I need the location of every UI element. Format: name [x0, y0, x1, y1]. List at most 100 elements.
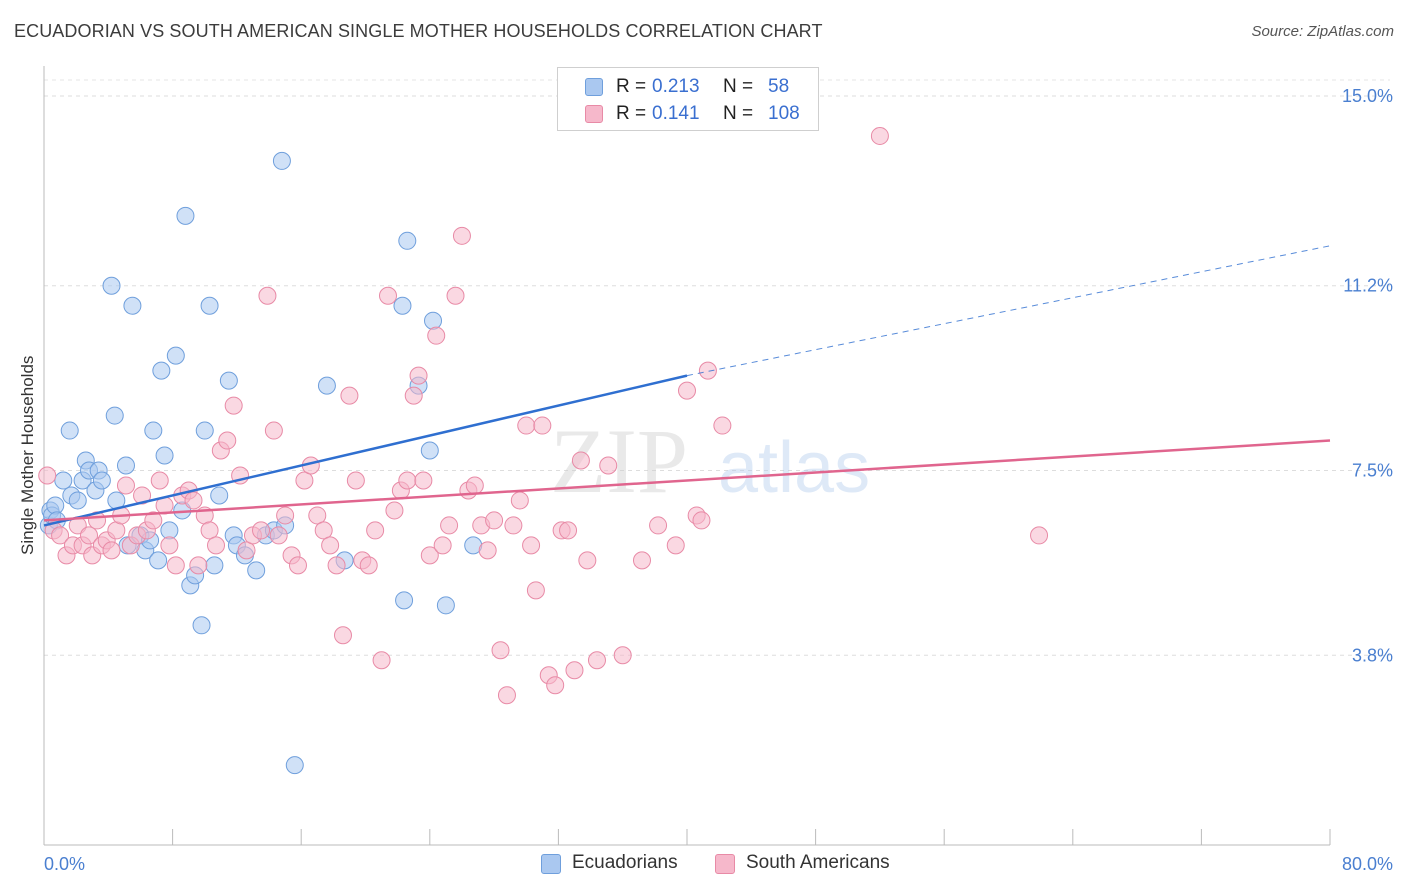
data-point: [393, 296, 412, 315]
watermark-zip: ZIP: [550, 410, 688, 512]
bottom-legend-label: Ecuadorians: [572, 852, 678, 873]
data-point: [314, 521, 333, 540]
data-point: [398, 471, 417, 490]
legend-swatch-ecuadorians: [585, 78, 603, 96]
data-point: [571, 451, 590, 470]
data-point: [102, 541, 121, 560]
data-point: [46, 496, 65, 515]
data-point: [123, 296, 142, 315]
data-point: [522, 536, 541, 555]
legend-row-ecuadorians: R = 0.213 N = 58: [558, 76, 818, 102]
series-south-americans: [38, 126, 1049, 705]
data-point: [116, 456, 135, 475]
data-point: [713, 416, 732, 435]
data-point: [533, 416, 552, 435]
data-point: [184, 491, 203, 510]
data-point: [546, 676, 565, 695]
data-point: [166, 556, 185, 575]
data-point: [649, 516, 668, 535]
data-point: [366, 521, 385, 540]
data-point: [317, 376, 336, 395]
data-point: [395, 591, 414, 610]
y-axis-label: Single Mother Households: [18, 355, 37, 555]
data-point: [149, 551, 168, 570]
data-point: [155, 446, 174, 465]
data-point: [218, 431, 237, 450]
y-tick-label: 3.8%: [1352, 645, 1393, 665]
data-point: [102, 276, 121, 295]
data-point: [68, 491, 87, 510]
data-point: [465, 476, 484, 495]
data-point: [433, 536, 452, 555]
legend-row-south-americans: R = 0.141 N = 108: [558, 103, 818, 129]
data-point: [404, 386, 423, 405]
x-tick-label: 80.0%: [1342, 854, 1393, 874]
y-tick-label: 7.5%: [1352, 461, 1393, 481]
legend-r-value: 0.141: [652, 103, 700, 124]
data-point: [285, 756, 304, 775]
data-point: [379, 286, 398, 305]
data-point: [385, 501, 404, 520]
watermark: ZIP atlas: [550, 410, 870, 512]
legend-swatch-south-americans: [585, 105, 603, 123]
data-point: [440, 516, 459, 535]
data-point: [398, 231, 417, 250]
data-point: [414, 471, 433, 490]
data-point: [420, 546, 439, 565]
data-point: [166, 346, 185, 365]
data-point: [340, 386, 359, 405]
trend-line-extension: [686, 245, 1331, 377]
data-point: [346, 471, 365, 490]
data-point: [333, 626, 352, 645]
data-point: [565, 661, 584, 680]
data-point: [264, 421, 283, 440]
data-point: [133, 486, 152, 505]
data-point: [295, 471, 314, 490]
data-point: [150, 471, 169, 490]
trend-lines: [43, 245, 1331, 527]
legend-n-value: 108: [768, 103, 800, 124]
data-point: [517, 416, 536, 435]
data-point: [409, 366, 428, 385]
data-point: [210, 486, 229, 505]
data-point: [427, 326, 446, 345]
data-point: [559, 521, 578, 540]
trend-line: [43, 374, 688, 527]
data-point: [200, 521, 219, 540]
data-point: [207, 536, 226, 555]
data-point: [205, 556, 224, 575]
data-point: [692, 511, 711, 530]
data-point: [485, 511, 504, 530]
data-point: [258, 286, 277, 305]
data-point: [420, 441, 439, 460]
data-point: [678, 381, 696, 400]
data-point: [698, 361, 717, 380]
data-point: [666, 536, 685, 555]
y-tick-label: 15.0%: [1342, 86, 1393, 106]
data-point: [237, 541, 256, 560]
trend-line: [43, 439, 1331, 522]
data-point: [252, 521, 271, 540]
data-point: [189, 556, 208, 575]
data-point: [504, 516, 523, 535]
data-point: [195, 421, 214, 440]
data-point: [116, 476, 135, 495]
tick-labels: 3.8% 7.5% 11.2% 15.0% 0.0% 80.0%: [44, 86, 1393, 874]
data-point: [219, 371, 238, 390]
data-point: [144, 511, 163, 530]
bottom-legend-swatch-south-americans: [715, 854, 735, 874]
data-point: [372, 651, 391, 670]
data-point: [321, 536, 340, 555]
data-point: [160, 521, 179, 540]
data-point: [497, 686, 516, 705]
data-point: [446, 286, 465, 305]
data-point: [436, 596, 455, 615]
data-point: [327, 556, 346, 575]
data-point: [160, 536, 179, 555]
watermark-atlas: atlas: [718, 428, 870, 508]
source-label: Source: ZipAtlas.com: [1251, 23, 1394, 40]
legend-r-label: R =: [616, 76, 647, 97]
data-point: [870, 126, 889, 145]
data-point: [424, 311, 443, 330]
